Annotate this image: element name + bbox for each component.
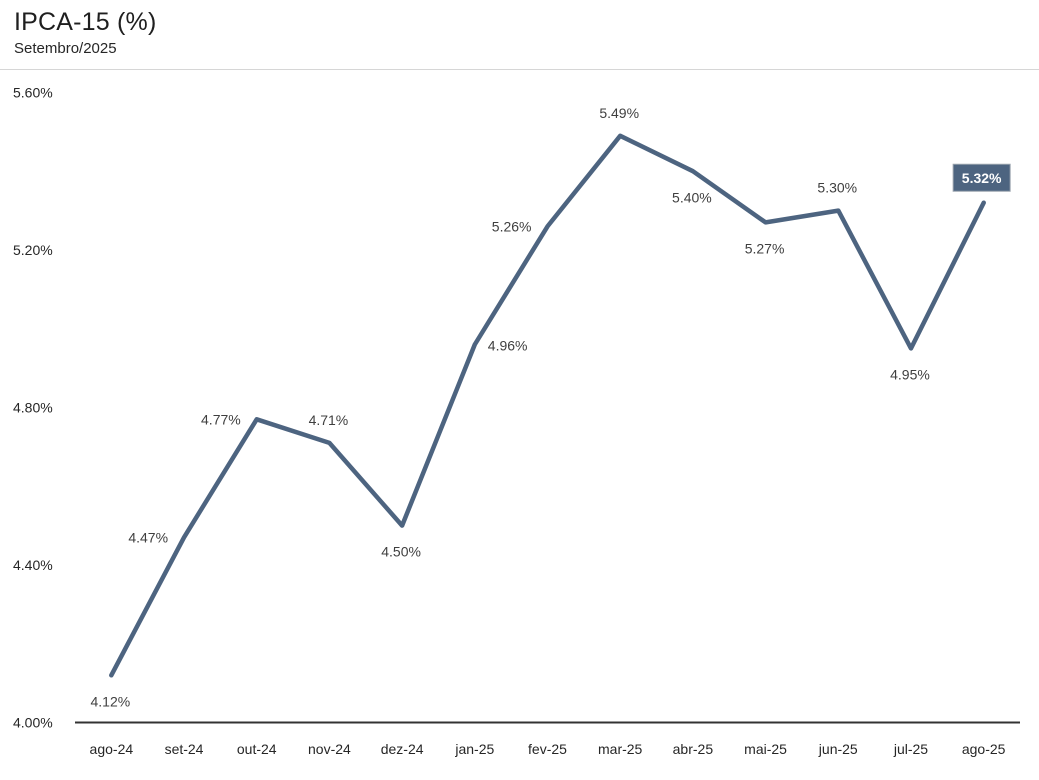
data-label: 4.12% [90,693,130,709]
data-label: 4.96% [488,338,528,354]
header-divider [0,69,1039,70]
data-label: 4.77% [201,411,241,427]
chart-header: IPCA-15 (%) Setembro/2025 [14,8,157,57]
x-tick-label: set-24 [165,741,204,757]
data-label: 4.95% [890,366,930,382]
x-tick-label: nov-24 [308,741,351,757]
data-label: 4.47% [128,529,168,545]
data-label: 5.27% [745,240,785,256]
x-tick-label: fev-25 [528,741,567,757]
line-series [109,133,986,678]
x-tick-label: ago-25 [962,741,1006,757]
x-tick-label: jun-25 [818,741,858,757]
x-tick-label: abr-25 [673,741,714,757]
y-tick-label: 4.00% [13,715,53,731]
x-tick-label: ago-24 [90,741,134,757]
x-tick-label: mar-25 [598,741,643,757]
x-tick-label: dez-24 [381,741,424,757]
y-tick-label: 4.80% [13,400,53,416]
highlight-label: 5.32% [962,170,1002,186]
data-label: 4.71% [309,412,349,428]
x-tick-label: jan-25 [454,741,494,757]
x-tick-label: out-24 [237,741,277,757]
data-label: 5.30% [817,180,857,196]
chart-title: IPCA-15 (%) [14,8,157,36]
data-label: 5.40% [672,189,712,205]
y-tick-label: 4.40% [13,557,53,573]
data-label: 5.26% [492,218,532,234]
data-label: 4.50% [381,544,421,560]
x-tick-label: mai-25 [744,741,787,757]
y-tick-label: 5.60% [13,85,53,101]
y-tick-label: 5.20% [13,242,53,258]
data-label: 5.49% [599,105,639,121]
chart-subtitle: Setembro/2025 [14,39,117,57]
highlight-label-box [952,163,1011,192]
x-tick-label: jul-25 [893,741,928,757]
